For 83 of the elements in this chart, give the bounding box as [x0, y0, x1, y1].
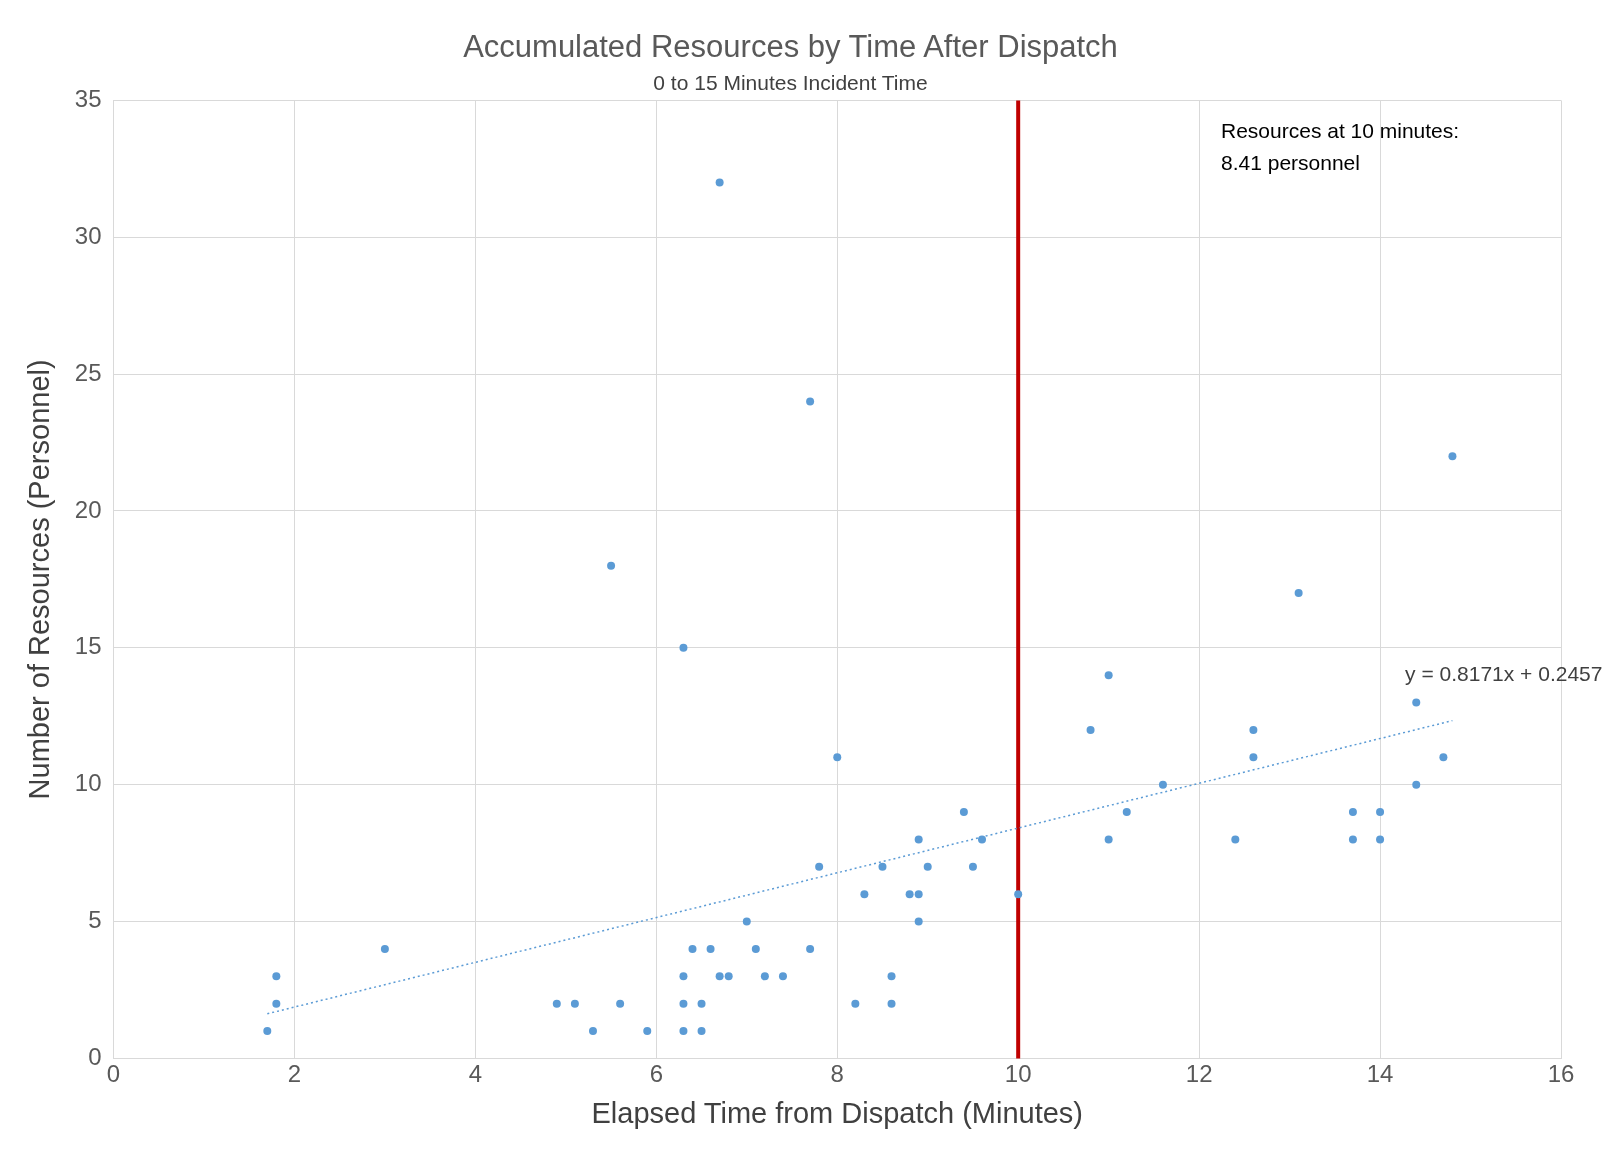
point — [679, 972, 688, 981]
y-tick-label: 20 — [74, 495, 102, 523]
point — [263, 1027, 272, 1036]
point — [815, 862, 824, 871]
y-tick-label: 5 — [88, 906, 102, 934]
point — [914, 835, 923, 844]
x-tick-label: 16 — [1547, 1060, 1575, 1088]
point — [1376, 835, 1385, 844]
point — [715, 972, 724, 981]
x-axis-title: Elapsed Time from Dispatch (Minutes) — [591, 1096, 1084, 1129]
x-tick-label: 0 — [106, 1060, 121, 1088]
point — [1104, 835, 1113, 844]
point — [679, 643, 688, 652]
point — [1448, 452, 1457, 461]
y-tick-label: 15 — [74, 632, 102, 660]
y-tick-label: 10 — [74, 769, 102, 797]
point — [760, 972, 769, 981]
chart-subtitle: 0 to 15 Minutes Incident Time — [653, 70, 928, 94]
point — [1376, 808, 1385, 817]
y-tick-label: 0 — [88, 1043, 102, 1071]
annotation: Resources at 10 minutes: 8.41 personnel — [1221, 119, 1460, 175]
point — [978, 835, 986, 844]
point — [272, 972, 281, 981]
point — [914, 890, 923, 899]
y-tick-label: 25 — [74, 358, 102, 386]
point — [1294, 589, 1303, 598]
point — [607, 561, 616, 570]
point — [715, 178, 724, 187]
point — [706, 944, 715, 953]
point — [552, 999, 561, 1008]
point — [806, 397, 815, 406]
x-tick-label: 6 — [649, 1060, 663, 1088]
x-tick-label: 12 — [1185, 1060, 1213, 1088]
point — [742, 917, 751, 926]
point — [887, 972, 896, 981]
y-axis-title: Number of Resources (Personnel) — [23, 359, 56, 800]
point — [643, 1027, 652, 1036]
point — [1231, 835, 1240, 844]
point — [778, 972, 787, 981]
point — [1348, 808, 1357, 817]
point — [751, 944, 760, 953]
point — [833, 753, 842, 762]
x-tick-label: 8 — [830, 1060, 844, 1088]
point — [688, 944, 697, 953]
point — [887, 999, 896, 1008]
x-tick-label: 2 — [287, 1060, 302, 1088]
point — [697, 1027, 706, 1036]
point — [679, 999, 688, 1008]
point — [914, 917, 923, 926]
annotation: y = 0.8171x + 0.2457 — [1405, 662, 1603, 686]
point — [588, 1027, 597, 1036]
point — [878, 862, 887, 871]
point — [697, 999, 706, 1008]
point — [1086, 725, 1095, 734]
point — [1249, 753, 1258, 762]
point — [905, 890, 914, 899]
point — [679, 1027, 688, 1036]
point — [1104, 671, 1113, 680]
x-tick-label: 4 — [468, 1060, 483, 1088]
point — [1412, 698, 1421, 707]
point — [923, 862, 932, 871]
y-tick-label: 30 — [74, 221, 102, 249]
point — [860, 890, 869, 899]
point — [1014, 890, 1023, 899]
x-tick-label: 14 — [1366, 1060, 1394, 1088]
point — [1249, 725, 1258, 734]
chart-title: Accumulated Resources by Time After Dispatch — [463, 29, 1118, 65]
point — [968, 862, 977, 871]
point — [1158, 780, 1167, 789]
point — [616, 999, 625, 1008]
x-tick-label: 10 — [1004, 1060, 1032, 1088]
point — [724, 972, 733, 981]
y-tick-label: 35 — [74, 85, 102, 113]
point — [380, 944, 389, 953]
point — [570, 999, 579, 1008]
point — [959, 808, 968, 817]
point — [1412, 780, 1421, 789]
point — [1348, 835, 1357, 844]
point — [806, 944, 815, 953]
point — [1122, 808, 1131, 817]
point — [1439, 753, 1448, 762]
point — [272, 999, 281, 1008]
point — [851, 999, 860, 1008]
